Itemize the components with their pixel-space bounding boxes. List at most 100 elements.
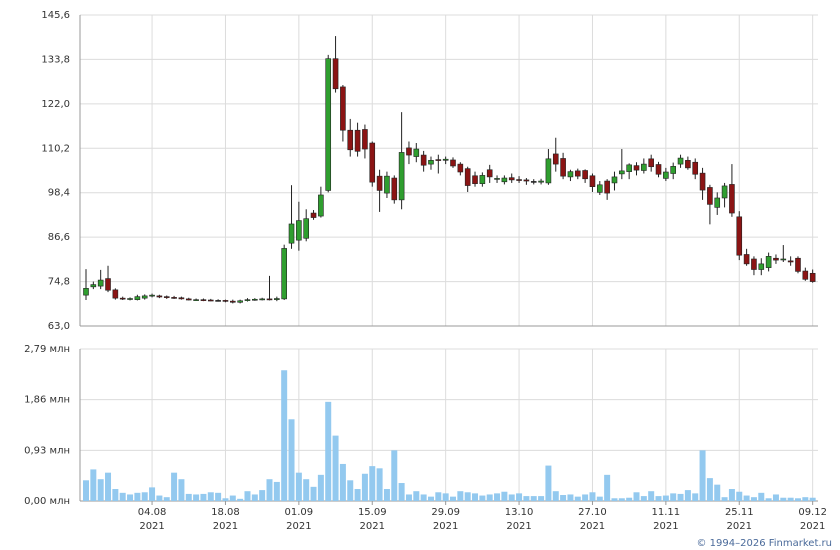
volume-bar [472, 493, 479, 501]
candle-body [398, 152, 405, 201]
candle-body [457, 163, 464, 173]
volume-bar [97, 479, 104, 501]
candle-body [802, 270, 809, 280]
candle-body [552, 153, 559, 165]
x-tick-label: 2021 [139, 521, 164, 532]
volume-bar [802, 497, 809, 501]
volume-bar [787, 497, 794, 501]
volume-bar [200, 493, 207, 501]
candle-body [428, 160, 434, 165]
x-tick-label: 29.09 [431, 507, 460, 518]
candle-body [714, 197, 721, 208]
volume-bar [383, 489, 390, 501]
volume-bar [582, 494, 589, 501]
candle-body [406, 147, 412, 156]
volume-bar [765, 498, 772, 501]
y-tick-label: 1,86 млн [24, 395, 70, 406]
volume-bar [420, 494, 427, 501]
volume-bar [163, 497, 170, 501]
candle-body [281, 248, 287, 300]
candle-body [567, 171, 574, 178]
volume-bar [545, 465, 552, 501]
volume-bar [648, 491, 655, 501]
candle-body [809, 272, 816, 282]
volume-bar [310, 486, 317, 501]
volume-bar [361, 473, 368, 501]
candle-body [589, 175, 596, 187]
x-tick-label: 2021 [213, 521, 238, 532]
volume-bar [457, 491, 464, 501]
volume-bar [721, 497, 728, 501]
candle-body [494, 178, 500, 180]
volume-bar [486, 494, 493, 501]
x-tick-label: 18.08 [211, 507, 240, 518]
volume-bar [677, 493, 684, 501]
volume-bar [134, 492, 141, 501]
volume-bar [171, 472, 178, 501]
candle-body [574, 170, 581, 177]
x-tick-label: 2021 [360, 521, 385, 532]
candle-body [134, 296, 141, 300]
volume-bar [119, 492, 126, 501]
volume-bar [772, 494, 779, 501]
x-tick-label: 25.11 [725, 507, 754, 518]
volume-bar [222, 498, 229, 501]
volume-bar [354, 489, 361, 501]
candle-body [655, 164, 662, 175]
volume-bar [523, 496, 530, 501]
x-tick-label: 01.09 [285, 507, 314, 518]
volume-bar [611, 498, 618, 501]
volume-bar [244, 491, 251, 501]
volume-bar [626, 497, 633, 501]
candle-body [112, 289, 119, 299]
candle-body [163, 296, 170, 298]
volume-bar [538, 496, 545, 501]
volume-bar [369, 466, 376, 501]
volume-bar [141, 492, 148, 501]
candle-body [318, 194, 324, 217]
volume-bar [398, 483, 405, 501]
volume-bar [479, 495, 486, 501]
volume-bar [780, 497, 787, 501]
candle-body [244, 299, 251, 301]
candle-body [149, 294, 155, 297]
volume-bar [494, 493, 501, 501]
candle-body [729, 184, 735, 214]
volume-bar [640, 496, 647, 501]
candle-body [501, 177, 508, 183]
candle-body [670, 166, 677, 174]
volume-bar [339, 463, 346, 501]
volume-bar [560, 495, 567, 501]
volume-bar [508, 494, 515, 501]
candle-body [296, 220, 302, 241]
candle-body [119, 297, 126, 300]
candle-body [384, 175, 390, 194]
volume-bar [809, 497, 816, 501]
candle-body [648, 158, 654, 168]
candle-body [663, 171, 669, 179]
candle-body [200, 299, 207, 301]
volume-bar [237, 498, 244, 501]
candle-body [736, 216, 743, 256]
volume-bar [750, 497, 757, 501]
y-tick-label: 2,79 млн [24, 344, 70, 355]
candle-body [332, 58, 339, 90]
candle-body [215, 300, 221, 302]
x-tick-label: 09.12 [798, 507, 827, 518]
candle-body [230, 300, 236, 303]
volume-bar [699, 450, 706, 501]
candle-body [751, 258, 757, 270]
candle-body [486, 169, 493, 178]
candle-body [340, 86, 346, 131]
candle-body [773, 257, 779, 261]
volume-bar [193, 494, 200, 501]
candle-body [641, 163, 647, 171]
candle-body [604, 180, 610, 194]
x-tick-label: 2021 [580, 521, 605, 532]
candle-body [795, 257, 801, 272]
candle-body [266, 298, 273, 301]
volume-bar [112, 489, 119, 501]
volume-bar [743, 495, 750, 501]
candle-body [362, 129, 368, 150]
